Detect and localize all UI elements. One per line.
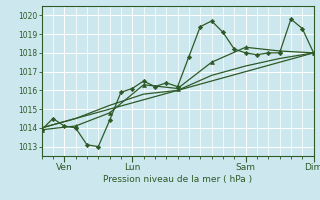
- X-axis label: Pression niveau de la mer ( hPa ): Pression niveau de la mer ( hPa ): [103, 175, 252, 184]
